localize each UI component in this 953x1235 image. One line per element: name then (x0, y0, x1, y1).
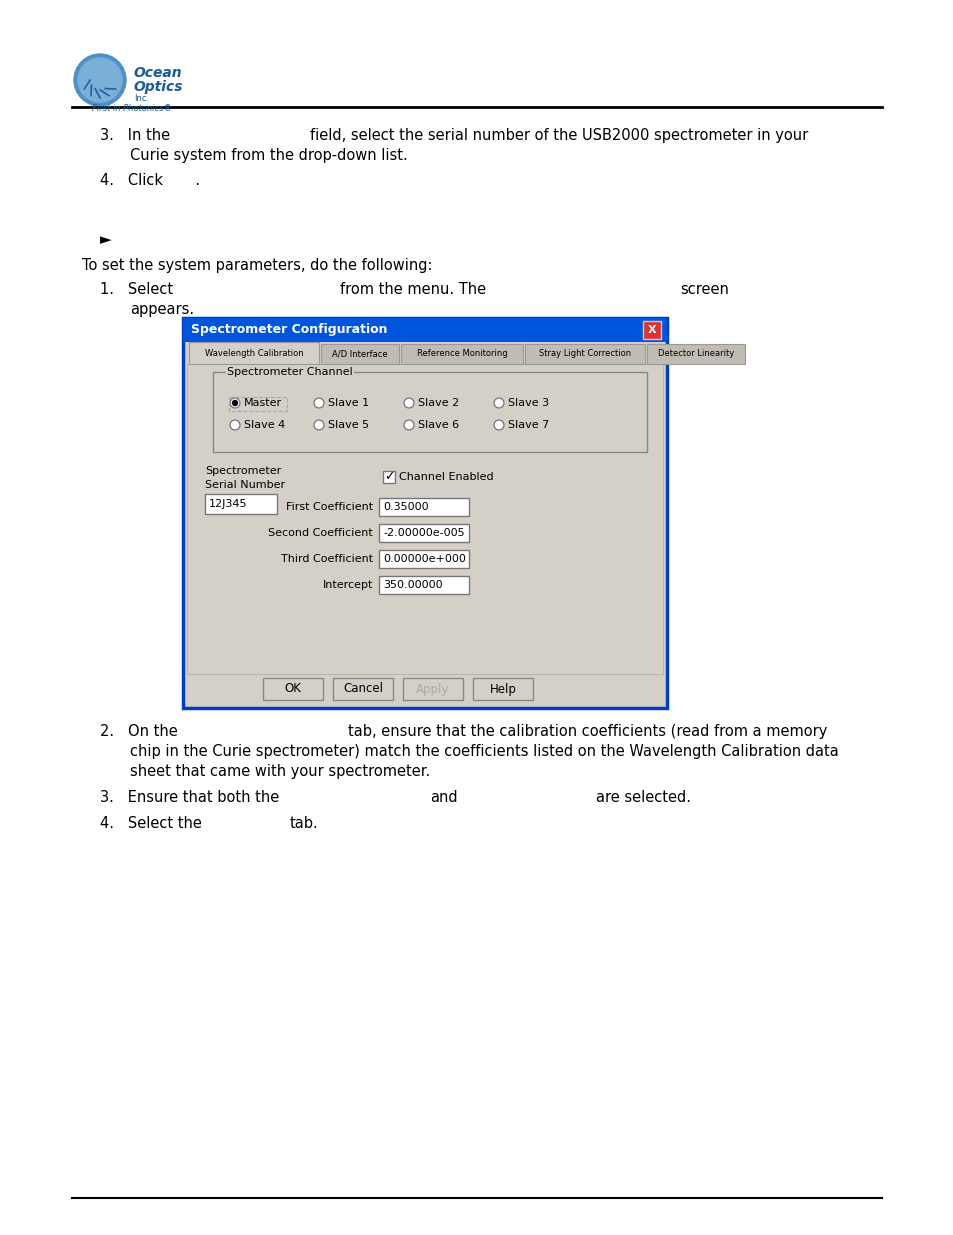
Bar (382, 471, 395, 483)
Bar (189, 342, 318, 364)
Bar (205, 494, 276, 514)
Text: 3.   Ensure that both the: 3. Ensure that both the (100, 790, 279, 805)
Text: Optics: Optics (133, 80, 183, 94)
Circle shape (403, 420, 414, 430)
Bar (400, 345, 522, 364)
Text: 4.   Select the: 4. Select the (100, 816, 202, 831)
Bar (187, 364, 662, 674)
Text: First Coefficient: First Coefficient (286, 501, 373, 513)
Text: Reference Monitoring: Reference Monitoring (416, 350, 507, 358)
Text: Spectrometer Configuration: Spectrometer Configuration (191, 324, 387, 336)
Text: A/D Interface: A/D Interface (332, 350, 388, 358)
Bar (473, 678, 533, 700)
Bar (213, 372, 646, 452)
Text: Second Coefficient: Second Coefficient (268, 529, 373, 538)
Circle shape (494, 420, 503, 430)
Text: ✓: ✓ (383, 471, 394, 483)
Bar (320, 345, 398, 364)
Bar (263, 678, 323, 700)
Text: Apply: Apply (416, 683, 449, 695)
Text: 0.00000e+000: 0.00000e+000 (382, 555, 465, 564)
Circle shape (230, 420, 240, 430)
Text: chip in the Curie spectrometer) match the coefficients listed on the Wavelength : chip in the Curie spectrometer) match th… (130, 743, 838, 760)
Text: 4.   Click       .: 4. Click . (100, 173, 200, 188)
Text: Slave 4: Slave 4 (244, 420, 285, 430)
Text: tab, ensure that the calibration coefficients (read from a memory: tab, ensure that the calibration coeffic… (348, 724, 826, 739)
Text: Slave 6: Slave 6 (417, 420, 458, 430)
Text: from the menu. The: from the menu. The (339, 282, 486, 296)
Circle shape (78, 58, 122, 103)
Text: field, select the serial number of the USB2000 spectrometer in your: field, select the serial number of the U… (310, 128, 807, 143)
Bar (402, 678, 462, 700)
Bar (333, 678, 393, 700)
Text: Slave 1: Slave 1 (328, 398, 369, 408)
Text: Inc.: Inc. (133, 94, 149, 103)
Text: OK: OK (284, 683, 301, 695)
Bar (378, 498, 469, 516)
Bar (378, 576, 469, 594)
Text: To set the system parameters, do the following:: To set the system parameters, do the fol… (82, 258, 432, 273)
Circle shape (74, 54, 126, 106)
Text: and: and (430, 790, 457, 805)
Text: sheet that came with your spectrometer.: sheet that came with your spectrometer. (130, 764, 430, 779)
Text: appears.: appears. (130, 303, 193, 317)
Circle shape (403, 398, 414, 408)
Circle shape (314, 420, 324, 430)
Text: Intercept: Intercept (322, 580, 373, 590)
Bar (378, 550, 469, 568)
Text: Spectrometer Channel: Spectrometer Channel (227, 367, 353, 377)
Text: First in Photonics®: First in Photonics® (91, 104, 172, 112)
Text: Slave 7: Slave 7 (507, 420, 549, 430)
Circle shape (230, 398, 240, 408)
Text: Third Coefficient: Third Coefficient (280, 555, 373, 564)
Text: 2.   On the: 2. On the (100, 724, 177, 739)
Text: Cancel: Cancel (343, 683, 382, 695)
Text: Detector Linearity: Detector Linearity (658, 350, 734, 358)
Circle shape (233, 400, 237, 405)
Circle shape (494, 398, 503, 408)
Bar (378, 524, 469, 542)
Bar (646, 345, 744, 364)
Circle shape (314, 398, 324, 408)
Bar (229, 396, 287, 411)
Text: 350.00000: 350.00000 (382, 580, 442, 590)
Text: 3.   In the: 3. In the (100, 128, 170, 143)
Text: tab.: tab. (290, 816, 318, 831)
Text: are selected.: are selected. (596, 790, 690, 805)
Bar (524, 345, 644, 364)
Text: ►: ► (100, 232, 112, 247)
Text: Wavelength Calibration: Wavelength Calibration (205, 348, 303, 357)
Text: X: X (647, 325, 656, 335)
Text: Help: Help (489, 683, 516, 695)
Text: Master: Master (244, 398, 282, 408)
Text: screen: screen (679, 282, 728, 296)
Text: 12J345: 12J345 (209, 499, 247, 509)
Text: 1.   Select: 1. Select (100, 282, 172, 296)
Text: Slave 2: Slave 2 (417, 398, 458, 408)
Text: 0.35000: 0.35000 (382, 501, 428, 513)
Text: Curie system from the drop-down list.: Curie system from the drop-down list. (130, 148, 407, 163)
Text: Ocean: Ocean (133, 65, 182, 80)
Bar (183, 317, 666, 342)
Text: Channel Enabled: Channel Enabled (398, 472, 493, 482)
Bar (642, 321, 660, 338)
Text: Spectrometer
Serial Number: Spectrometer Serial Number (205, 466, 285, 490)
Text: Stray Light Correction: Stray Light Correction (538, 350, 630, 358)
Bar (183, 317, 666, 708)
Text: Slave 5: Slave 5 (328, 420, 369, 430)
Text: Slave 3: Slave 3 (507, 398, 549, 408)
Text: -2.00000e-005: -2.00000e-005 (382, 529, 464, 538)
